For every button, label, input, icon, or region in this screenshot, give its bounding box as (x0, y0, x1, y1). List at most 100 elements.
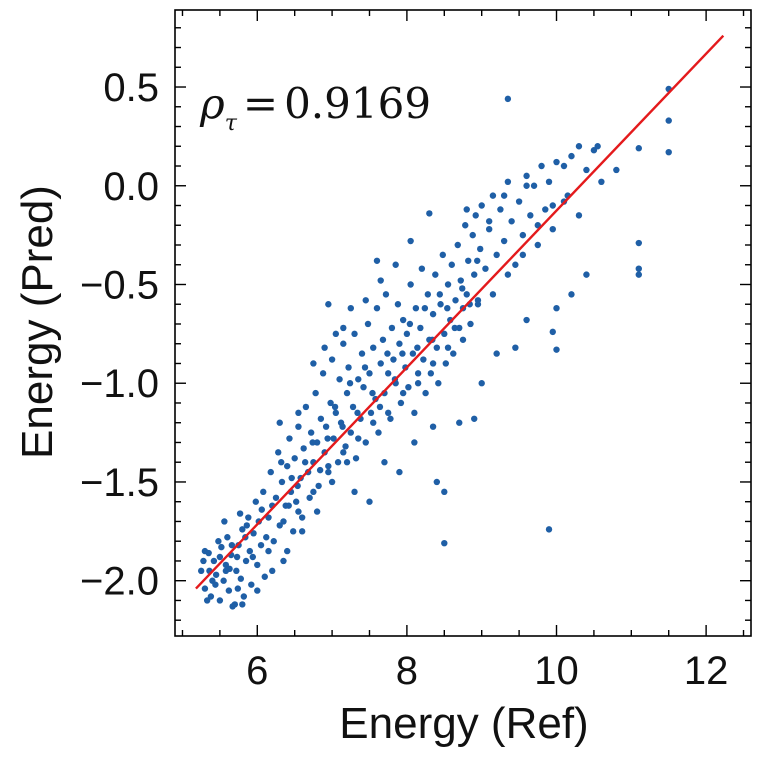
data-point (300, 445, 307, 452)
data-point (216, 553, 224, 561)
data-point (411, 409, 418, 417)
data-point (482, 265, 489, 272)
data-point (201, 547, 209, 555)
data-point (325, 462, 332, 470)
data-point (424, 291, 432, 298)
data-point (435, 380, 442, 387)
data-point (377, 277, 384, 284)
data-point (298, 528, 306, 535)
data-point (462, 222, 469, 229)
data-point (409, 350, 417, 357)
data-point (316, 466, 324, 474)
data-point (379, 336, 387, 343)
data-point (420, 356, 427, 363)
data-point (351, 488, 358, 496)
y-axis-label: Energy (Pred) (13, 185, 62, 459)
data-point (248, 581, 255, 588)
data-point (504, 95, 512, 103)
data-point (295, 423, 302, 430)
data-point (450, 350, 457, 357)
data-point (429, 423, 437, 430)
data-point (339, 423, 346, 430)
data-point (407, 281, 414, 288)
data-point (477, 245, 484, 253)
data-point (285, 502, 292, 509)
x-axis-label: Energy (Ref) (339, 699, 588, 748)
data-point (330, 435, 337, 442)
data-point (295, 508, 302, 515)
data-point (583, 271, 590, 278)
data-point (429, 360, 437, 367)
data-point (478, 202, 485, 209)
data-point (427, 370, 435, 377)
data-point (295, 409, 302, 417)
x-tick-label: 10 (534, 649, 579, 693)
data-point (493, 251, 500, 259)
data-points (197, 85, 672, 610)
data-point (421, 304, 429, 312)
rho-symbol: ρ (199, 79, 225, 128)
data-point (362, 297, 369, 304)
data-point (243, 522, 251, 529)
data-point (239, 601, 246, 608)
data-point (422, 389, 429, 397)
data-point (309, 439, 316, 446)
data-point (340, 340, 347, 347)
data-point (233, 553, 241, 561)
data-point (361, 364, 369, 371)
data-point (240, 593, 248, 600)
data-point (298, 514, 306, 521)
data-point (306, 494, 313, 501)
data-point (265, 547, 272, 555)
data-point (358, 350, 366, 357)
data-point (444, 344, 452, 351)
data-point (471, 271, 478, 278)
data-point (598, 178, 605, 186)
data-point (278, 478, 286, 486)
data-point (403, 330, 411, 338)
data-point (203, 597, 211, 604)
data-point (451, 324, 458, 332)
data-point (261, 573, 268, 580)
data-point (272, 494, 280, 501)
data-point (489, 192, 497, 199)
data-point (459, 285, 466, 292)
data-point (549, 328, 556, 336)
fit-line (195, 34, 725, 590)
data-point (542, 206, 549, 213)
data-point (381, 459, 388, 466)
data-point (269, 567, 276, 575)
data-point (234, 585, 242, 592)
data-point (229, 603, 236, 610)
data-point (545, 178, 553, 186)
data-point (284, 547, 291, 555)
data-point (384, 350, 391, 357)
data-point (489, 291, 497, 298)
data-point (280, 557, 287, 565)
data-point (472, 212, 479, 219)
data-point (523, 182, 530, 189)
data-point (312, 389, 319, 397)
data-point (519, 231, 527, 239)
data-point (291, 455, 298, 462)
data-point (549, 202, 556, 209)
data-point (233, 567, 240, 575)
data-point (594, 143, 601, 150)
data-point (258, 506, 265, 513)
data-point (568, 152, 575, 160)
data-point (331, 403, 339, 411)
data-point (396, 340, 403, 347)
data-point (485, 225, 493, 233)
data-point (523, 316, 530, 324)
data-point (257, 541, 265, 549)
data-point (474, 257, 481, 264)
data-point (355, 435, 362, 442)
y-axis-label-group: Energy (Pred) (13, 185, 62, 459)
data-point (512, 344, 519, 351)
data-point (347, 429, 354, 436)
data-point (426, 210, 433, 217)
data-point (263, 534, 270, 541)
data-point (343, 389, 351, 397)
data-point (346, 380, 354, 387)
data-point (222, 567, 230, 575)
